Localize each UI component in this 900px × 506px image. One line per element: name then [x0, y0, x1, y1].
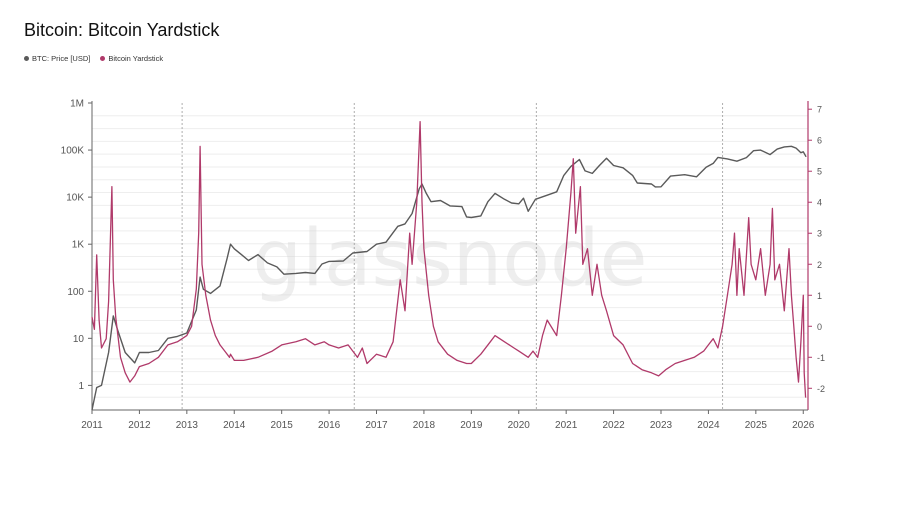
- legend-swatch-yardstick: [100, 56, 106, 61]
- btc-price-line: [91, 145, 807, 411]
- x-tick-label: 2012: [128, 420, 151, 431]
- left-tick-label: 1: [78, 381, 84, 392]
- left-tick-label: 1K: [72, 240, 85, 251]
- x-tick-label: 2016: [318, 420, 341, 431]
- legend-item-yardstick[interactable]: Bitcoin Yardstick: [100, 54, 163, 63]
- x-tick-label: 2021: [555, 420, 578, 431]
- left-tick-label: 10: [73, 334, 85, 345]
- x-tick-label: 2015: [271, 420, 294, 431]
- x-tick-label: 2026: [792, 420, 815, 431]
- right-tick-label: 5: [817, 167, 822, 177]
- legend-item-price[interactable]: BTC: Price [USD]: [24, 54, 90, 63]
- right-tick-label: -1: [817, 353, 825, 363]
- legend-swatch-price: [24, 56, 29, 61]
- right-tick-label: 7: [817, 105, 822, 115]
- legend-label-yardstick: Bitcoin Yardstick: [108, 54, 164, 63]
- yardstick-line: [91, 120, 807, 398]
- x-tick-label: 2014: [223, 420, 246, 431]
- x-tick-label: 2011: [81, 420, 103, 431]
- x-tick-label: 2022: [602, 420, 625, 431]
- right-tick-label: 0: [817, 322, 822, 332]
- chart-title: Bitcoin: Bitcoin Yardstick: [24, 20, 220, 40]
- right-tick-label: 3: [817, 229, 822, 239]
- right-tick-label: 1: [817, 291, 822, 301]
- x-tick-label: 2019: [460, 420, 483, 431]
- x-tick-label: 2018: [413, 420, 436, 431]
- x-tick-label: 2023: [650, 420, 673, 431]
- right-tick-label: 4: [817, 198, 822, 208]
- right-tick-label: -2: [817, 384, 825, 394]
- left-tick-label: 10K: [66, 193, 84, 204]
- right-tick-label: 6: [817, 136, 822, 146]
- x-tick-label: 2017: [365, 420, 388, 431]
- x-tick-label: 2013: [176, 420, 199, 431]
- left-tick-label: 100: [67, 287, 84, 298]
- left-tick-label: 1M: [70, 99, 84, 110]
- right-tick-label: 2: [817, 260, 822, 270]
- legend: BTC: Price [USD] Bitcoin Yardstick: [24, 54, 163, 63]
- legend-label-price: BTC: Price [USD]: [32, 54, 91, 63]
- x-tick-label: 2024: [697, 420, 720, 431]
- left-tick-label: 100K: [61, 146, 85, 157]
- x-tick-label: 2020: [508, 420, 531, 431]
- x-tick-label: 2025: [745, 420, 768, 431]
